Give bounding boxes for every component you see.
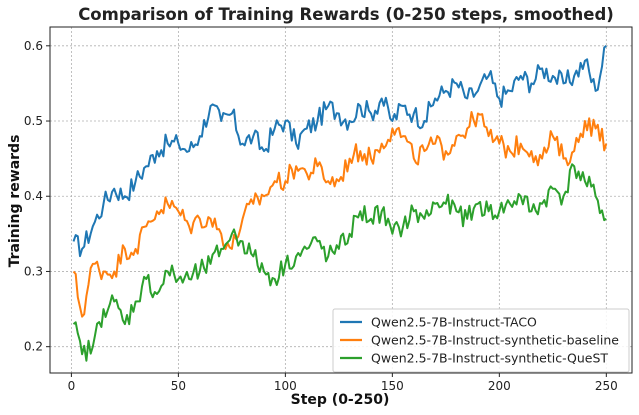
series-line-baseline: [72, 111, 608, 318]
plot-border: [49, 26, 633, 374]
x-axis-label: Step (0-250): [291, 392, 390, 408]
x-tick-label: 0: [68, 379, 76, 393]
x-tick-label: 150: [381, 379, 404, 393]
legend-entry-quest: Qwen2.5-7B-Instruct-synthetic-QueST: [340, 351, 608, 366]
legend-entry-baseline: Qwen2.5-7B-Instruct-synthetic-baseline: [340, 333, 619, 348]
legend-entry-taco: Qwen2.5-7B-Instruct-TACO: [340, 315, 537, 330]
x-tick-label: 250: [595, 379, 618, 393]
y-axis-label: Training rewards: [7, 135, 23, 268]
y-tick-label: 0.5: [24, 114, 43, 128]
legend-label: Qwen2.5-7B-Instruct-synthetic-baseline: [371, 333, 619, 348]
legend-label: Qwen2.5-7B-Instruct-TACO: [371, 315, 537, 330]
legend-label: Qwen2.5-7B-Instruct-synthetic-QueST: [371, 351, 608, 366]
legend-box: [332, 308, 630, 373]
y-tick-label: 0.6: [24, 39, 43, 53]
x-tick-label: 100: [274, 379, 297, 393]
x-tick-label: 200: [488, 379, 511, 393]
series-line-taco: [72, 45, 607, 258]
series-lines: [72, 45, 608, 362]
plot-frame: [49, 26, 633, 374]
y-tick-label: 0.4: [24, 189, 43, 203]
y-tick-label: 0.2: [24, 340, 43, 354]
x-axis: 0 50 100 150 200 250: [68, 373, 618, 393]
y-axis: 0.2 0.3 0.4 0.5 0.6: [24, 39, 50, 354]
chart-title: Comparison of Training Rewards (0-250 st…: [78, 5, 614, 24]
legend: Qwen2.5-7B-Instruct-TACO Qwen2.5-7B-Inst…: [332, 308, 630, 373]
series-line-quest: [72, 163, 607, 362]
x-tick-label: 50: [171, 379, 186, 393]
y-tick-label: 0.3: [24, 264, 43, 278]
